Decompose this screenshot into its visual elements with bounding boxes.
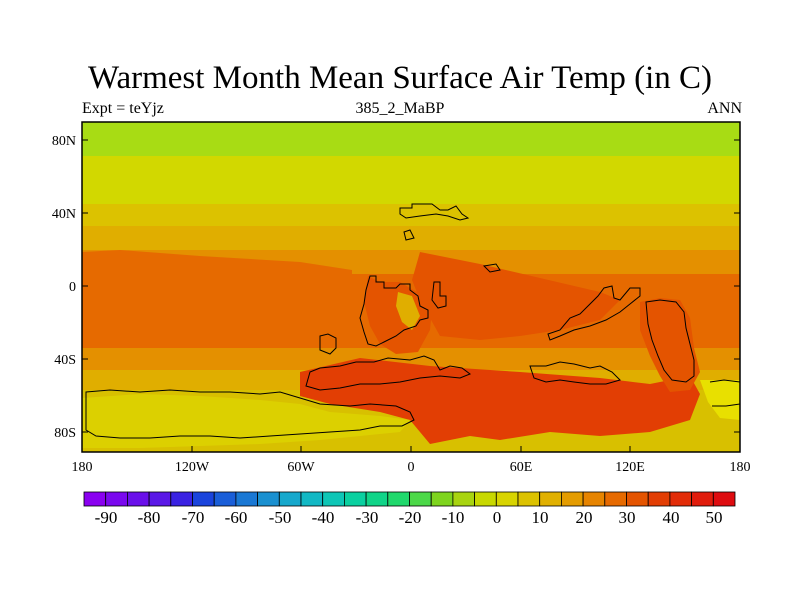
colorbar-label: 50 — [705, 508, 723, 527]
coast-africa — [359, 275, 429, 347]
coast-india — [547, 285, 641, 341]
colorbar-label: -40 — [311, 508, 335, 527]
band-60n — [82, 156, 740, 204]
colorbar-swatch — [495, 491, 519, 507]
lon-label-60w: 60W — [287, 460, 315, 475]
colorbar-label: -80 — [137, 508, 161, 527]
colorbar-swatch — [409, 491, 432, 507]
south-hot-region — [300, 358, 700, 444]
colorbar-swatch — [127, 491, 150, 507]
africa-region — [364, 276, 432, 354]
antarctic-fringe-east — [700, 380, 740, 420]
colorbar-swatch — [105, 491, 128, 507]
colorbar-label: 40 — [662, 508, 680, 527]
lon-label-120e: 120E — [615, 460, 645, 475]
colorbar — [83, 491, 736, 507]
lat-label-80n: 80N — [52, 134, 76, 149]
colorbar-label: -10 — [441, 508, 465, 527]
colorbar-swatch — [365, 491, 389, 507]
colorbar-swatch — [712, 491, 736, 507]
colorbar-swatch — [452, 491, 475, 507]
colorbar-swatch — [691, 491, 714, 507]
season-label: ANN — [707, 100, 742, 117]
experiment-label: Expt = teYjz — [82, 100, 164, 117]
colorbar-label: 30 — [618, 508, 636, 527]
lat-label-40n: 40N — [52, 207, 76, 222]
coast-east-antarctic — [709, 379, 741, 407]
period-label: 385_2_MaBP — [355, 100, 445, 117]
map-panel: 80N 40N 0 40S 80S 180 120W 60W 0 60E 120… — [52, 121, 751, 475]
colorbar-label: -90 — [94, 508, 118, 527]
colorbar-swatch — [647, 491, 671, 507]
lat-label-80s: 80S — [54, 426, 76, 441]
colorbar-label: -60 — [224, 508, 248, 527]
colorbar-swatch — [278, 491, 302, 507]
colorbar-swatch — [626, 491, 649, 507]
colorbar-swatch — [300, 491, 324, 507]
colorbar-swatch — [582, 491, 606, 507]
colorbar-label: -50 — [268, 508, 292, 527]
coast-mediterranean — [403, 229, 501, 273]
colorbar-swatch — [539, 491, 562, 507]
colorbar-swatch — [170, 491, 193, 507]
colorbar-label: 0 — [492, 508, 502, 527]
coastlines — [85, 203, 741, 439]
plot-title: Warmest Month Mean Surface Air Temp (in … — [87, 60, 713, 96]
lon-label-180w: 180 — [72, 460, 93, 475]
lat-label-0: 0 — [69, 280, 76, 295]
arabia-region — [412, 252, 620, 340]
colorbar-swatch — [517, 491, 541, 507]
colorbar-swatch — [192, 491, 215, 507]
coast-southern-ocean-west — [305, 355, 472, 391]
colorbar-swatch — [235, 491, 258, 507]
coast-west-antarctic — [85, 389, 415, 439]
east-pacific-region — [82, 250, 352, 318]
coast-australia — [645, 299, 695, 383]
africa-cool-spot — [396, 292, 420, 330]
colorbar-swatch — [669, 491, 693, 507]
band-35n — [82, 226, 740, 250]
colorbar-swatch — [343, 491, 367, 507]
colorbar-swatch — [148, 491, 172, 507]
coast-arabia — [431, 281, 447, 309]
coast-south-america — [319, 333, 337, 355]
colorbar-swatch — [213, 491, 237, 507]
band-45n — [82, 204, 740, 226]
antarctic-fringe-west — [82, 394, 410, 448]
coast-southern-ocean-central — [529, 361, 621, 385]
colorbar-swatch — [322, 491, 345, 507]
colorbar-swatch — [430, 491, 454, 507]
lon-label-0: 0 — [408, 460, 415, 475]
coast-europe — [399, 203, 470, 221]
lon-label-180e: 180 — [730, 460, 751, 475]
lat-label-40s: 40S — [54, 353, 76, 368]
colorbar-swatch — [561, 491, 584, 507]
colorbar-label: 20 — [575, 508, 593, 527]
colorbar-swatch — [604, 491, 627, 507]
colorbar-label: 10 — [531, 508, 549, 527]
colorbar-label: -20 — [398, 508, 422, 527]
colorbar-label: -30 — [355, 508, 379, 527]
colorbar-swatch — [83, 491, 107, 507]
colorbar-swatch — [387, 491, 410, 507]
colorbar-swatch — [474, 491, 497, 507]
lon-label-120w: 120W — [175, 460, 210, 475]
band-80n — [82, 122, 740, 156]
lon-label-60e: 60E — [510, 460, 533, 475]
colorbar-label: -70 — [181, 508, 205, 527]
colorbar-swatch — [257, 491, 280, 507]
tick-marks — [81, 139, 741, 452]
